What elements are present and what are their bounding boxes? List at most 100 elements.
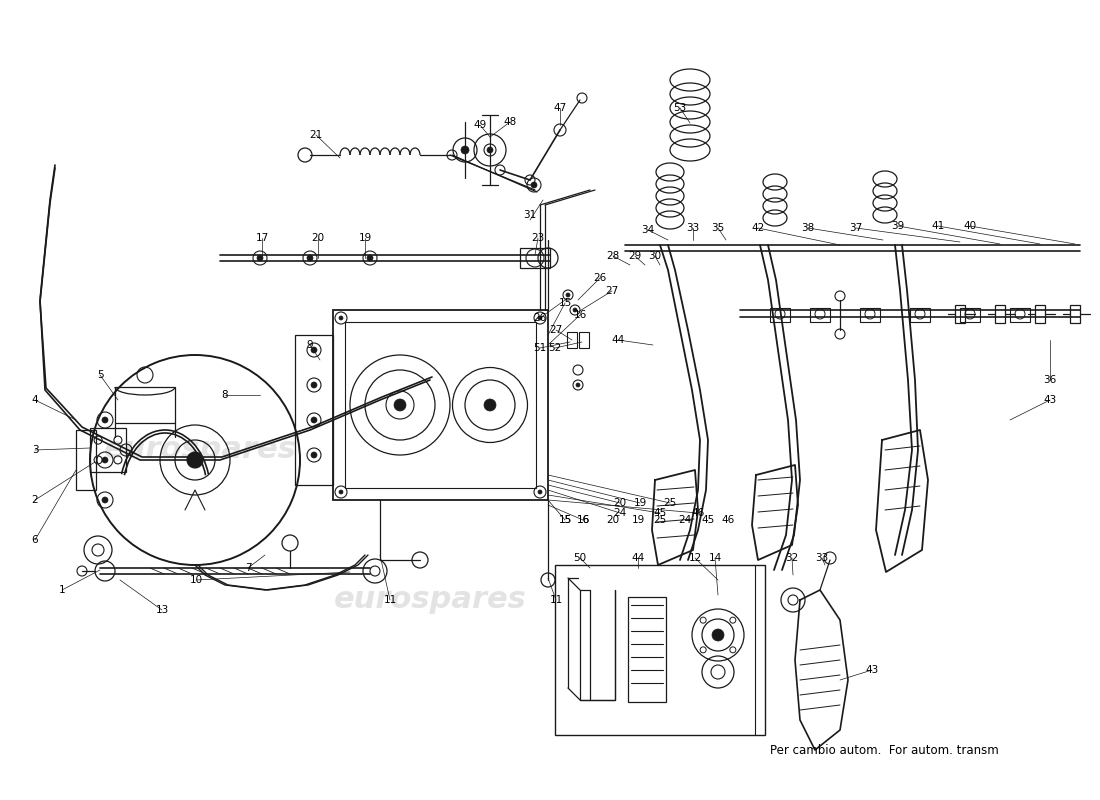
Text: 37: 37 bbox=[849, 223, 862, 233]
Text: 31: 31 bbox=[524, 210, 537, 220]
Text: 29: 29 bbox=[628, 251, 641, 261]
Text: 13: 13 bbox=[155, 605, 168, 615]
Bar bbox=[76, 430, 96, 490]
Text: 28: 28 bbox=[606, 251, 619, 261]
Text: 49: 49 bbox=[473, 120, 486, 130]
Text: 19: 19 bbox=[359, 233, 372, 243]
Bar bbox=[1035, 305, 1045, 323]
Text: 20: 20 bbox=[311, 233, 324, 243]
Text: 48: 48 bbox=[504, 117, 517, 127]
Circle shape bbox=[531, 182, 537, 188]
Circle shape bbox=[257, 255, 263, 261]
Text: 43: 43 bbox=[1044, 395, 1057, 405]
Circle shape bbox=[102, 457, 108, 463]
Text: 12: 12 bbox=[689, 553, 702, 563]
Text: 5: 5 bbox=[97, 370, 103, 380]
Text: 46: 46 bbox=[722, 515, 735, 525]
Text: 24: 24 bbox=[679, 515, 692, 525]
Text: 7: 7 bbox=[244, 563, 251, 573]
Text: 17: 17 bbox=[255, 233, 268, 243]
Text: 15: 15 bbox=[559, 515, 572, 525]
Text: 11: 11 bbox=[549, 595, 562, 605]
Text: 11: 11 bbox=[384, 595, 397, 605]
Circle shape bbox=[566, 293, 570, 297]
Circle shape bbox=[576, 383, 580, 387]
Circle shape bbox=[367, 255, 373, 261]
Text: 32: 32 bbox=[785, 553, 799, 563]
Text: 26: 26 bbox=[593, 273, 606, 283]
Text: 16: 16 bbox=[576, 515, 590, 525]
Text: 26: 26 bbox=[534, 313, 547, 323]
Bar bbox=[955, 305, 965, 323]
Circle shape bbox=[573, 308, 578, 312]
Bar bbox=[960, 308, 980, 322]
Bar bbox=[116, 387, 175, 423]
Circle shape bbox=[311, 382, 317, 388]
Text: 25: 25 bbox=[663, 498, 676, 508]
Text: 24: 24 bbox=[614, 508, 627, 518]
Bar bbox=[566, 332, 578, 348]
Circle shape bbox=[339, 490, 343, 494]
Bar bbox=[996, 305, 1005, 323]
Text: 14: 14 bbox=[708, 553, 722, 563]
Circle shape bbox=[712, 629, 724, 641]
Text: 15: 15 bbox=[559, 298, 572, 308]
Text: 16: 16 bbox=[573, 310, 586, 320]
Text: 44: 44 bbox=[631, 553, 645, 563]
Text: 25: 25 bbox=[653, 515, 667, 525]
Bar bbox=[770, 308, 790, 322]
Bar bbox=[860, 308, 880, 322]
Text: 43: 43 bbox=[866, 665, 879, 675]
Bar bbox=[345, 322, 536, 488]
Text: 45: 45 bbox=[653, 508, 667, 518]
Circle shape bbox=[307, 255, 314, 261]
Text: 27: 27 bbox=[549, 325, 562, 335]
Text: 1: 1 bbox=[58, 585, 65, 595]
Text: Per cambio autom.  For autom. transm: Per cambio autom. For autom. transm bbox=[770, 743, 999, 757]
Bar bbox=[910, 308, 930, 322]
Circle shape bbox=[102, 417, 108, 423]
Circle shape bbox=[487, 147, 493, 153]
Circle shape bbox=[394, 399, 406, 411]
Circle shape bbox=[461, 146, 469, 154]
Text: 21: 21 bbox=[309, 130, 322, 140]
Text: 30: 30 bbox=[648, 251, 661, 261]
Text: eurospares: eurospares bbox=[103, 435, 296, 465]
Text: 16: 16 bbox=[576, 515, 590, 525]
Text: 2: 2 bbox=[32, 495, 39, 505]
Circle shape bbox=[538, 316, 542, 320]
Text: 35: 35 bbox=[712, 223, 725, 233]
Text: 34: 34 bbox=[641, 225, 654, 235]
Text: 19: 19 bbox=[634, 498, 647, 508]
Text: 6: 6 bbox=[32, 535, 39, 545]
Text: 8: 8 bbox=[222, 390, 229, 400]
Text: 19: 19 bbox=[631, 515, 645, 525]
Bar bbox=[556, 565, 764, 735]
Text: eurospares: eurospares bbox=[333, 586, 527, 614]
Text: 50: 50 bbox=[573, 553, 586, 563]
Bar bbox=[333, 310, 548, 500]
Text: 38: 38 bbox=[802, 223, 815, 233]
Text: 45: 45 bbox=[702, 515, 715, 525]
Text: 39: 39 bbox=[891, 221, 904, 231]
Circle shape bbox=[187, 452, 204, 468]
Text: 15: 15 bbox=[559, 515, 572, 525]
Text: 33: 33 bbox=[815, 553, 828, 563]
Text: 3: 3 bbox=[32, 445, 39, 455]
Text: 46: 46 bbox=[692, 508, 705, 518]
Text: 10: 10 bbox=[189, 575, 202, 585]
Bar bbox=[520, 248, 550, 268]
Text: 23: 23 bbox=[531, 233, 544, 243]
Circle shape bbox=[102, 497, 108, 503]
Bar bbox=[1070, 305, 1080, 323]
Text: 36: 36 bbox=[1044, 375, 1057, 385]
Text: 20: 20 bbox=[614, 498, 627, 508]
Circle shape bbox=[538, 490, 542, 494]
Text: 4: 4 bbox=[32, 395, 39, 405]
Bar bbox=[810, 308, 830, 322]
Text: 42: 42 bbox=[751, 223, 764, 233]
Bar bbox=[579, 332, 588, 348]
Text: 40: 40 bbox=[964, 221, 977, 231]
Bar bbox=[90, 428, 126, 472]
Text: 27: 27 bbox=[605, 286, 618, 296]
